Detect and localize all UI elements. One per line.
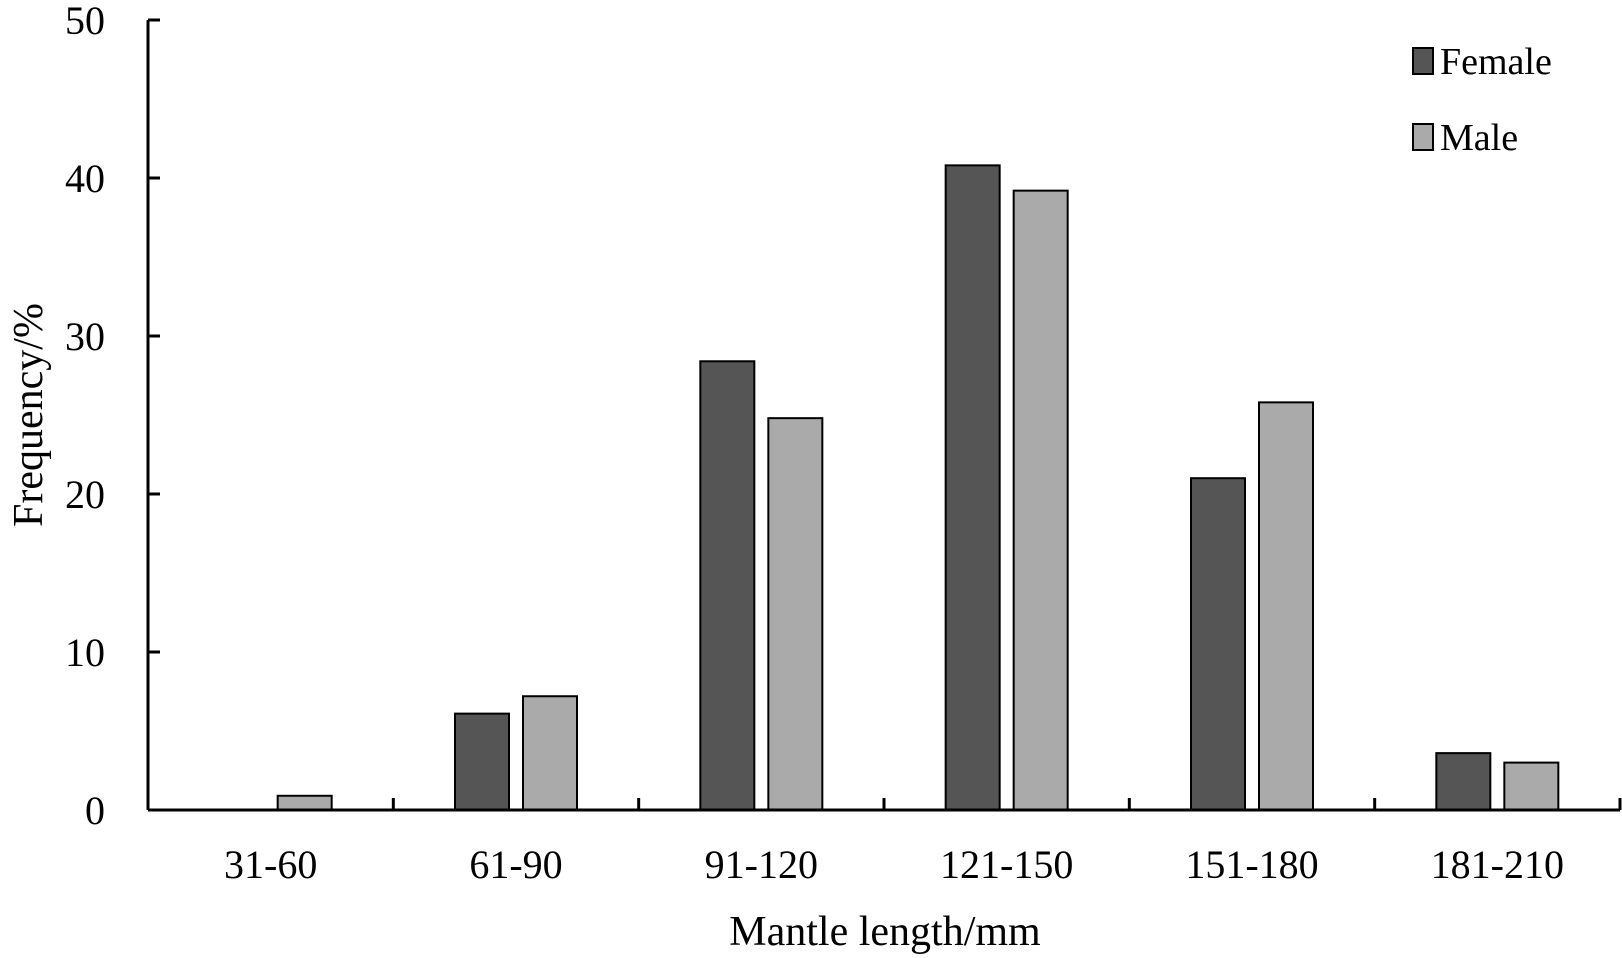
y-axis-title: Frequency/% xyxy=(6,303,52,527)
bar-female-151-180 xyxy=(1190,477,1246,811)
y-tick-label: 40 xyxy=(65,156,105,201)
x-tick-label: 121-150 xyxy=(940,842,1073,887)
bar-female-121-150 xyxy=(944,164,1001,812)
bar-male-151-180 xyxy=(1258,401,1314,811)
legend-swatch-male xyxy=(1412,123,1434,151)
y-ticks-group: 0 10 20 30 40 50 xyxy=(65,0,160,833)
bars-group xyxy=(276,164,1560,812)
y-tick-label: 10 xyxy=(65,630,105,675)
legend-swatch-female xyxy=(1412,47,1434,75)
x-tick-label: 151-180 xyxy=(1185,842,1318,887)
bar-female-61-90 xyxy=(454,712,510,811)
legend-label-female: Female xyxy=(1440,41,1552,83)
x-axis-title: Mantle length/mm xyxy=(729,909,1041,955)
x-ticks-group: 31-60 61-90 91-120 121-150 151-180 181-210 xyxy=(224,798,1622,887)
bar-male-121-150 xyxy=(1012,189,1069,811)
x-tick-label: 61-90 xyxy=(469,842,562,887)
bar-male-31-60 xyxy=(276,794,333,812)
legend-label-male: Male xyxy=(1440,117,1518,159)
bar-male-181-210 xyxy=(1503,761,1560,811)
bar-female-91-120 xyxy=(699,360,756,811)
y-tick-label: 30 xyxy=(65,314,105,359)
legend: Female Male xyxy=(1412,41,1552,159)
x-tick-label: 31-60 xyxy=(224,842,317,887)
y-tick-label: 20 xyxy=(65,472,105,517)
bar-female-181-210 xyxy=(1435,752,1492,811)
y-tick-label: 50 xyxy=(65,0,105,43)
bar-male-91-120 xyxy=(767,417,824,811)
x-tick-label: 181-210 xyxy=(1431,842,1564,887)
y-tick-label: 0 xyxy=(85,788,105,833)
bar-male-61-90 xyxy=(522,695,578,811)
x-tick-label: 91-120 xyxy=(705,842,818,887)
